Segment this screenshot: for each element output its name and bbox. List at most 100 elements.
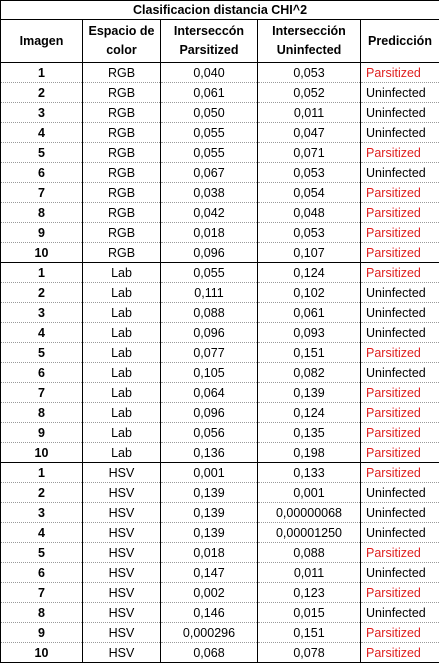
table-row: 3 Lab 0,088 0,061 Uninfected	[0, 302, 439, 323]
cell-prediccion: Uninfected	[359, 502, 439, 523]
cell-interseccion-parsitized: 0,068	[160, 642, 258, 663]
cell-prediccion: Parsitized	[359, 582, 439, 603]
cell-interseccion-parsitized: 0,040	[160, 62, 258, 83]
table-row: 4 RGB 0,055 0,047 Uninfected	[0, 122, 439, 143]
cell-prediccion: Uninfected	[359, 122, 439, 143]
cell-espacio-de-color: HSV	[82, 582, 161, 603]
cell-imagen: 9	[0, 422, 83, 443]
cell-imagen: 6	[0, 562, 83, 583]
cell-espacio-de-color: HSV	[82, 642, 161, 663]
cell-interseccion-uninfected: 0,053	[257, 62, 361, 83]
table-row: 2 Lab 0,111 0,102 Uninfected	[0, 282, 439, 303]
cell-interseccion-uninfected: 0,082	[257, 362, 361, 383]
table-row: 10 Lab 0,136 0,198 Parsitized	[0, 442, 439, 463]
cell-interseccion-uninfected: 0,011	[257, 102, 361, 123]
cell-interseccion-parsitized: 0,042	[160, 202, 258, 223]
cell-prediccion: Parsitized	[359, 222, 439, 243]
cell-espacio-de-color: RGB	[82, 82, 161, 103]
cell-espacio-de-color: RGB	[82, 222, 161, 243]
cell-interseccion-parsitized: 0,136	[160, 442, 258, 463]
cell-espacio-de-color: Lab	[82, 282, 161, 303]
cell-espacio-de-color: HSV	[82, 622, 161, 643]
table-row: 10 HSV 0,068 0,078 Parsitized	[0, 642, 439, 663]
table-row: 10 RGB 0,096 0,107 Parsitized	[0, 242, 439, 263]
cell-interseccion-parsitized: 0,056	[160, 422, 258, 443]
table-row: 9 HSV 0,000296 0,151 Parsitized	[0, 622, 439, 643]
cell-interseccion-parsitized: 0,139	[160, 502, 258, 523]
table-row: 8 RGB 0,042 0,048 Parsitized	[0, 202, 439, 223]
table-row: 1 HSV 0,001 0,133 Parsitized	[0, 462, 439, 483]
cell-imagen: 10	[0, 442, 83, 463]
cell-prediccion: Parsitized	[359, 422, 439, 443]
cell-espacio-de-color: RGB	[82, 242, 161, 263]
table-row: 4 HSV 0,139 0,00001250 Uninfected	[0, 522, 439, 543]
table-row: 4 Lab 0,096 0,093 Uninfected	[0, 322, 439, 343]
cell-prediccion: Uninfected	[359, 322, 439, 343]
cell-interseccion-parsitized: 0,146	[160, 602, 258, 623]
cell-interseccion-parsitized: 0,096	[160, 402, 258, 423]
table-title: Clasificacion distancia CHI^2	[0, 0, 439, 20]
cell-interseccion-uninfected: 0,133	[257, 462, 361, 483]
cell-imagen: 9	[0, 222, 83, 243]
cell-interseccion-parsitized: 0,038	[160, 182, 258, 203]
cell-interseccion-parsitized: 0,067	[160, 162, 258, 183]
cell-prediccion: Parsitized	[359, 622, 439, 643]
cell-interseccion-parsitized: 0,001	[160, 462, 258, 483]
cell-interseccion-uninfected: 0,078	[257, 642, 361, 663]
cell-interseccion-parsitized: 0,061	[160, 82, 258, 103]
table-row: 5 RGB 0,055 0,071 Parsitized	[0, 142, 439, 163]
cell-imagen: 3	[0, 302, 83, 323]
cell-interseccion-parsitized: 0,055	[160, 262, 258, 283]
cell-espacio-de-color: RGB	[82, 122, 161, 143]
cell-prediccion: Uninfected	[359, 102, 439, 123]
cell-imagen: 2	[0, 82, 83, 103]
cell-imagen: 1	[0, 262, 83, 283]
cell-espacio-de-color: Lab	[82, 442, 161, 463]
cell-espacio-de-color: RGB	[82, 162, 161, 183]
cell-prediccion: Uninfected	[359, 162, 439, 183]
cell-imagen: 5	[0, 142, 83, 163]
header-imagen: Imagen	[0, 19, 83, 63]
cell-interseccion-uninfected: 0,135	[257, 422, 361, 443]
table-row: 2 RGB 0,061 0,052 Uninfected	[0, 82, 439, 103]
cell-espacio-de-color: HSV	[82, 502, 161, 523]
cell-interseccion-parsitized: 0,050	[160, 102, 258, 123]
cell-interseccion-uninfected: 0,054	[257, 182, 361, 203]
cell-imagen: 7	[0, 582, 83, 603]
cell-prediccion: Parsitized	[359, 142, 439, 163]
cell-espacio-de-color: HSV	[82, 562, 161, 583]
cell-interseccion-uninfected: 0,107	[257, 242, 361, 263]
cell-espacio-de-color: HSV	[82, 482, 161, 503]
cell-imagen: 2	[0, 482, 83, 503]
cell-interseccion-uninfected: 0,001	[257, 482, 361, 503]
cell-interseccion-parsitized: 0,147	[160, 562, 258, 583]
cell-espacio-de-color: Lab	[82, 422, 161, 443]
cell-interseccion-uninfected: 0,048	[257, 202, 361, 223]
cell-interseccion-uninfected: 0,071	[257, 142, 361, 163]
cell-imagen: 5	[0, 342, 83, 363]
cell-prediccion: Parsitized	[359, 202, 439, 223]
cell-espacio-de-color: RGB	[82, 62, 161, 83]
cell-interseccion-uninfected: 0,124	[257, 262, 361, 283]
cell-imagen: 4	[0, 322, 83, 343]
cell-espacio-de-color: Lab	[82, 322, 161, 343]
cell-interseccion-parsitized: 0,018	[160, 222, 258, 243]
cell-interseccion-parsitized: 0,111	[160, 282, 258, 303]
cell-imagen: 10	[0, 642, 83, 663]
cell-interseccion-uninfected: 0,061	[257, 302, 361, 323]
cell-interseccion-uninfected: 0,00001250	[257, 522, 361, 543]
cell-interseccion-uninfected: 0,139	[257, 382, 361, 403]
cell-imagen: 3	[0, 102, 83, 123]
cell-imagen: 10	[0, 242, 83, 263]
cell-interseccion-uninfected: 0,093	[257, 322, 361, 343]
cell-interseccion-uninfected: 0,053	[257, 162, 361, 183]
cell-interseccion-parsitized: 0,002	[160, 582, 258, 603]
cell-prediccion: Parsitized	[359, 342, 439, 363]
cell-prediccion: Uninfected	[359, 362, 439, 383]
cell-interseccion-uninfected: 0,00000068	[257, 502, 361, 523]
cell-prediccion: Parsitized	[359, 62, 439, 83]
table-title-row: Clasificacion distancia CHI^2	[0, 0, 439, 20]
cell-prediccion: Uninfected	[359, 302, 439, 323]
cell-prediccion: Parsitized	[359, 442, 439, 463]
